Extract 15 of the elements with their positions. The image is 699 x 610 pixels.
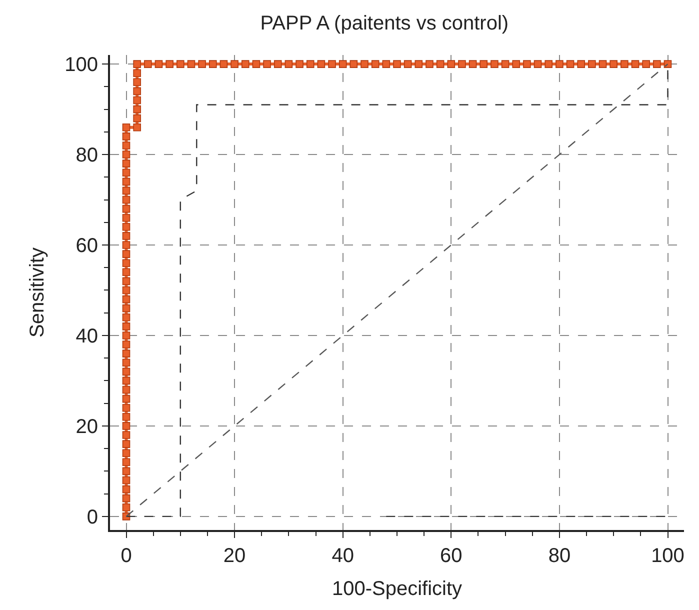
x-tick-label: 60 <box>440 545 462 567</box>
y-axis-title: Sensitivity <box>26 247 49 338</box>
x-axis-title: 100-Specificity <box>332 578 462 600</box>
x-tick-label: 20 <box>223 545 246 567</box>
x-tick-label: 40 <box>332 545 354 567</box>
y-tick-label: 20 <box>76 416 98 438</box>
x-tick-label: 100 <box>651 545 684 567</box>
y-tick-label: 60 <box>76 235 98 257</box>
x-tick-label: 80 <box>548 545 571 567</box>
x-tick-label: 0 <box>120 545 132 567</box>
chart-title: PAPP A (paitents vs control) <box>260 12 509 34</box>
y-tick-label: 80 <box>76 144 98 167</box>
y-tick-label: 0 <box>86 506 98 528</box>
y-tick-label: 100 <box>64 54 98 76</box>
y-tick-label: 40 <box>76 325 98 348</box>
